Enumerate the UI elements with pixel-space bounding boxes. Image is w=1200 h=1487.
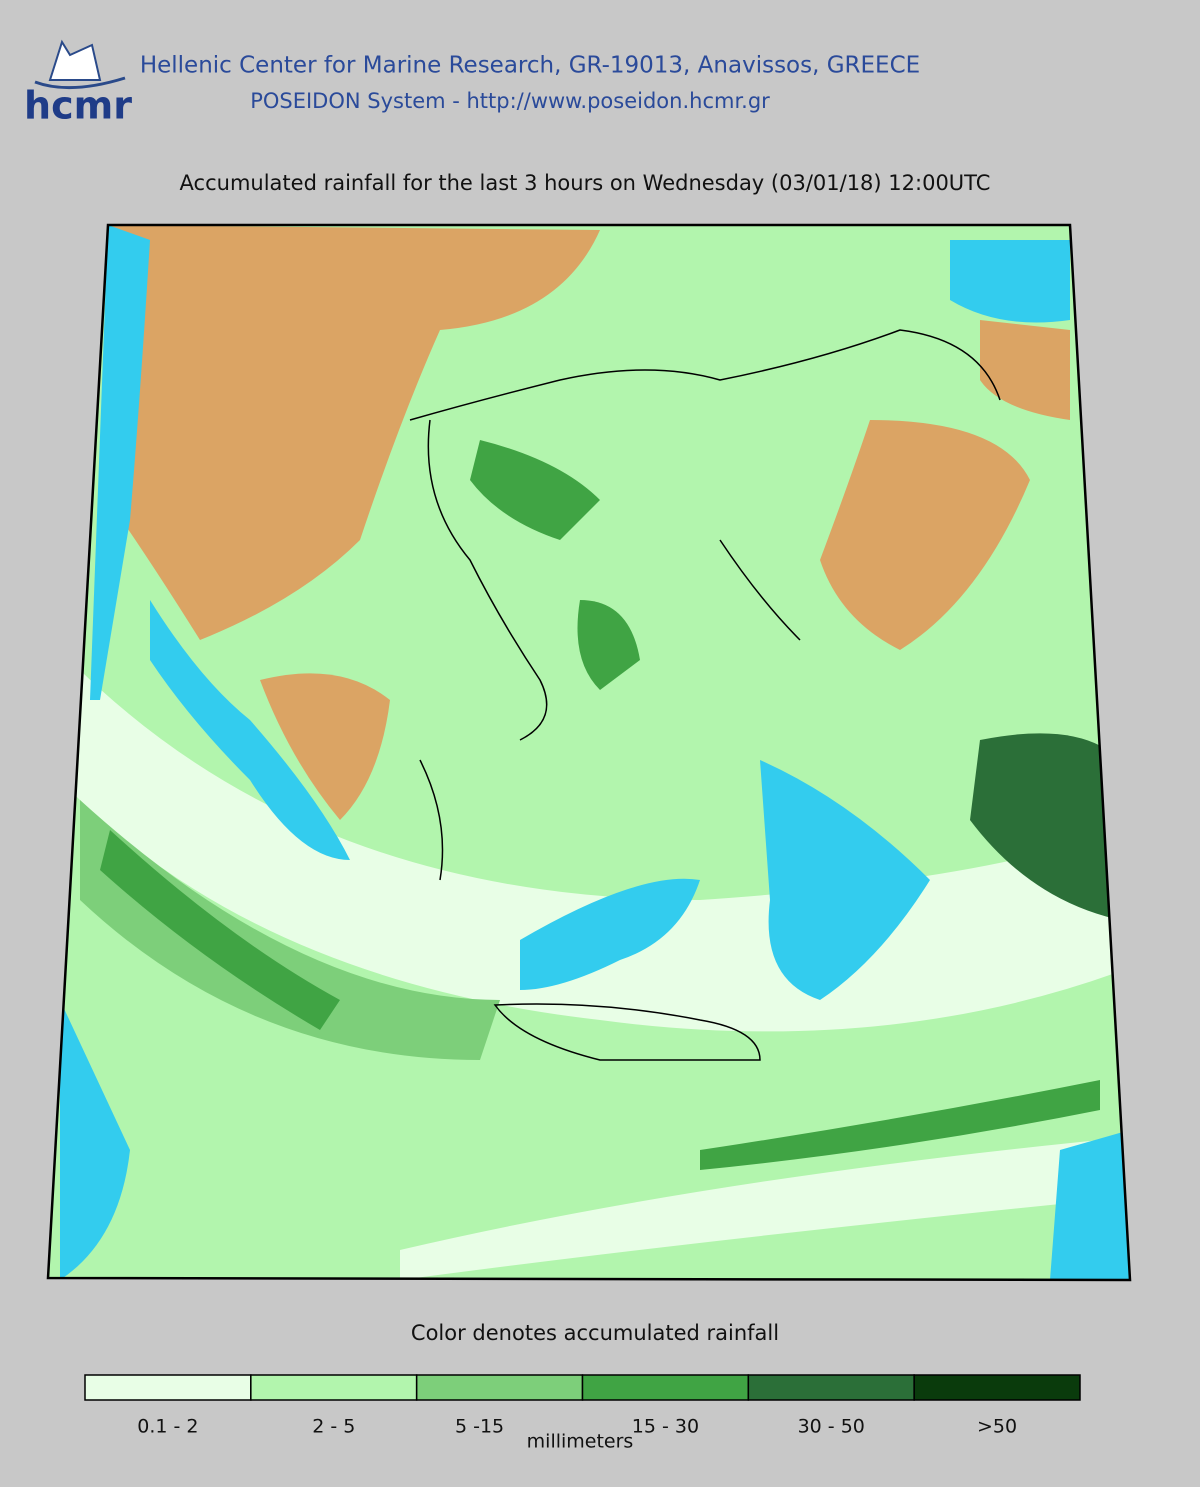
legend-swatch <box>250 1374 418 1401</box>
legend-label: 30 - 50 <box>798 1416 865 1438</box>
system: POSEIDON System - http://www.poseidon.hc… <box>250 89 770 113</box>
organization: Hellenic Center for Marine Research, GR-… <box>140 53 920 79</box>
legend-caption: Color denotes accumulated rainfall <box>411 1321 779 1345</box>
legend-swatch <box>581 1374 750 1401</box>
legend-label: 2 - 5 <box>312 1416 355 1438</box>
legend-label: >50 <box>977 1416 1017 1438</box>
legend-label: 15 - 30 <box>632 1416 699 1438</box>
legend-label: 0.1 - 2 <box>137 1416 198 1438</box>
legend: 0.1 - 2 2 - 5 5 -15 15 - 30 30 - 50 >50 <box>84 1374 1081 1438</box>
map-frame <box>46 223 1132 1282</box>
legend-swatch <box>747 1374 915 1401</box>
legend-label: 5 -15 <box>455 1416 504 1438</box>
legend-swatch <box>415 1374 584 1401</box>
legend-swatch <box>913 1374 1081 1401</box>
logo: hcmr <box>24 39 132 128</box>
legend-swatch <box>84 1374 252 1401</box>
title: Accumulated rainfall for the last 3 hour… <box>180 171 991 195</box>
legend-unit: millimeters <box>527 1431 634 1453</box>
logo-text: hcmr <box>24 84 132 128</box>
map <box>46 223 1132 1282</box>
